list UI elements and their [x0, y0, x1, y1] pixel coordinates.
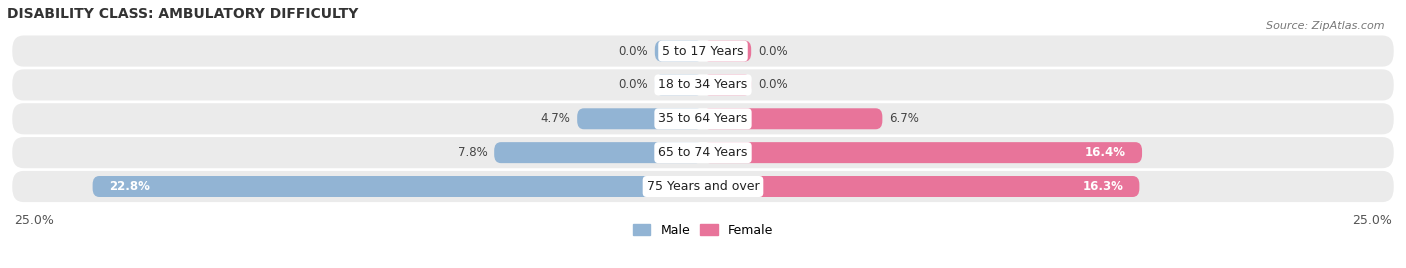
FancyBboxPatch shape [703, 142, 1142, 163]
FancyBboxPatch shape [703, 75, 751, 95]
FancyBboxPatch shape [703, 40, 751, 62]
FancyBboxPatch shape [13, 171, 1393, 202]
FancyBboxPatch shape [13, 137, 1393, 168]
FancyBboxPatch shape [13, 69, 1393, 100]
Text: 18 to 34 Years: 18 to 34 Years [658, 79, 748, 91]
Text: DISABILITY CLASS: AMBULATORY DIFFICULTY: DISABILITY CLASS: AMBULATORY DIFFICULTY [7, 7, 359, 21]
Text: 0.0%: 0.0% [758, 44, 787, 58]
Text: 6.7%: 6.7% [889, 112, 920, 125]
Text: Source: ZipAtlas.com: Source: ZipAtlas.com [1267, 21, 1385, 31]
Text: 7.8%: 7.8% [458, 146, 488, 159]
Text: 4.7%: 4.7% [540, 112, 571, 125]
Legend: Male, Female: Male, Female [628, 219, 778, 242]
Text: 5 to 17 Years: 5 to 17 Years [662, 44, 744, 58]
Text: 0.0%: 0.0% [619, 44, 648, 58]
Text: 0.0%: 0.0% [619, 79, 648, 91]
FancyBboxPatch shape [494, 142, 703, 163]
FancyBboxPatch shape [13, 103, 1393, 134]
FancyBboxPatch shape [93, 176, 703, 197]
FancyBboxPatch shape [578, 108, 703, 129]
Text: 35 to 64 Years: 35 to 64 Years [658, 112, 748, 125]
Text: 75 Years and over: 75 Years and over [647, 180, 759, 193]
Text: 16.4%: 16.4% [1085, 146, 1126, 159]
Text: 65 to 74 Years: 65 to 74 Years [658, 146, 748, 159]
FancyBboxPatch shape [13, 35, 1393, 67]
FancyBboxPatch shape [655, 75, 703, 95]
FancyBboxPatch shape [655, 40, 703, 62]
Text: 22.8%: 22.8% [108, 180, 149, 193]
FancyBboxPatch shape [703, 176, 1139, 197]
Text: 0.0%: 0.0% [758, 79, 787, 91]
Text: 16.3%: 16.3% [1083, 180, 1123, 193]
FancyBboxPatch shape [703, 108, 883, 129]
